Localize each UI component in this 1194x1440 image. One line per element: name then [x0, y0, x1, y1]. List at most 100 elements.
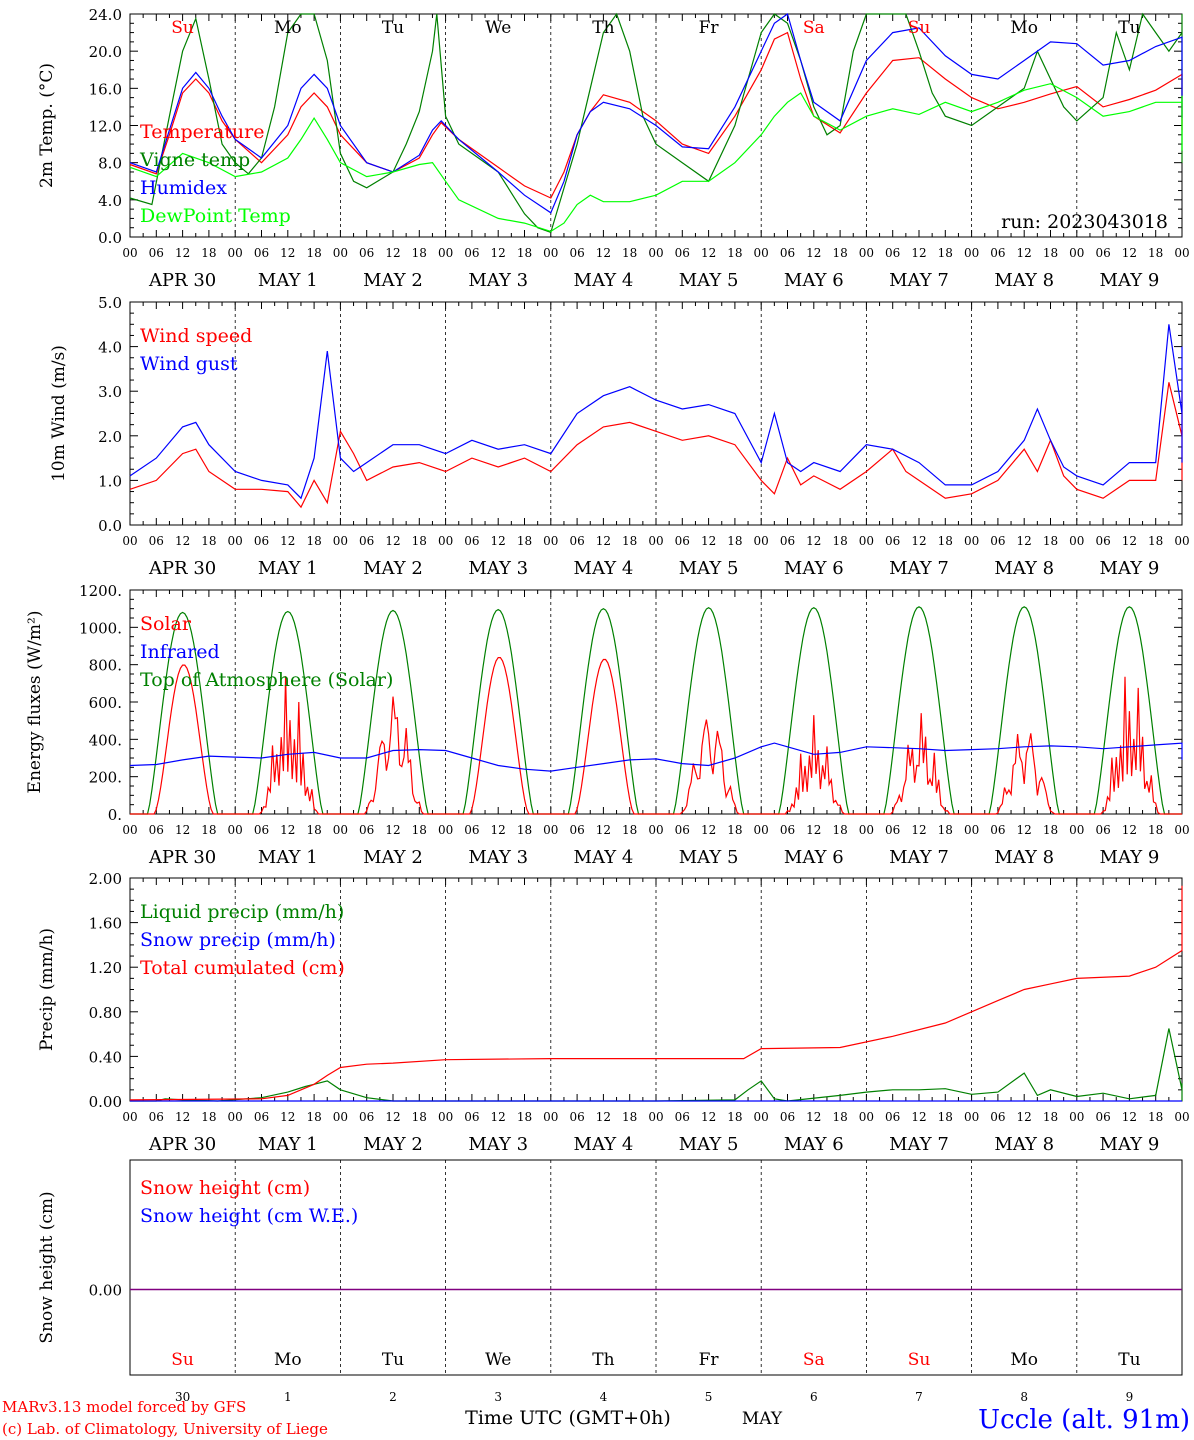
y-tick-label: 1.0: [98, 472, 122, 490]
date-label: MAY 2: [363, 1134, 423, 1155]
day-number-label: 8: [1020, 1390, 1028, 1404]
date-label: MAY 1: [258, 558, 318, 579]
hour-tick-label: 18: [832, 823, 847, 837]
legend-entry: Solar: [140, 613, 192, 635]
hour-tick-label: 06: [359, 1110, 374, 1124]
hour-tick-label: 06: [885, 823, 900, 837]
day-name-label: Mo: [1010, 1350, 1038, 1370]
day-number-label: 9: [1126, 1390, 1134, 1404]
hour-tick-label: 12: [596, 246, 611, 260]
panel-4: 0.00 0.40 0.80 1.20 1.60 2.00 Precip (mm/h) 00 0…: [37, 870, 1190, 1155]
day-name-label: Fr: [699, 1350, 720, 1370]
hour-tick-label: 00: [648, 1110, 663, 1124]
hour-tick-label: 12: [911, 823, 926, 837]
hour-tick-label: 12: [175, 534, 190, 548]
y-tick-label: 0.0: [98, 229, 122, 247]
legend-entry: Temperature: [140, 121, 264, 143]
date-label: MAY 3: [468, 558, 528, 579]
y-tick-label: 0.40: [89, 1048, 122, 1066]
legend-entry: Humidex: [140, 177, 227, 199]
day-name-label: Mo: [1010, 18, 1038, 38]
hour-tick-label: 06: [990, 534, 1005, 548]
hour-tick-label: 06: [675, 1110, 690, 1124]
date-label: MAY 4: [574, 847, 634, 868]
date-label: MAY 9: [1100, 558, 1160, 579]
hour-tick-label: 06: [885, 246, 900, 260]
day-name-label: Th: [592, 1350, 614, 1370]
date-label: MAY 6: [784, 558, 844, 579]
legend-entry: Infrared: [140, 641, 220, 663]
hour-tick-label: 12: [1122, 1110, 1137, 1124]
hour-tick-label: 00: [122, 823, 137, 837]
date-label: APR 30: [148, 558, 216, 579]
day-name-label: Fr: [699, 18, 720, 38]
hour-tick-label: 06: [149, 246, 164, 260]
hour-tick-label: 00: [122, 246, 137, 260]
date-label: MAY 2: [363, 558, 423, 579]
y-tick-label: 12.0: [89, 118, 122, 136]
hour-tick-label: 12: [701, 246, 716, 260]
hour-tick-label: 18: [832, 246, 847, 260]
date-label: MAY 6: [784, 270, 844, 291]
hour-tick-label: 18: [201, 1110, 216, 1124]
hour-tick-label: 06: [254, 1110, 269, 1124]
date-label: MAY 7: [889, 847, 949, 868]
hour-tick-label: 00: [859, 1110, 874, 1124]
day-name-label: We: [485, 18, 511, 38]
hour-tick-label: 06: [990, 823, 1005, 837]
hour-tick-label: 00: [1069, 1110, 1084, 1124]
hour-tick-label: 00: [333, 823, 348, 837]
hour-tick-label: 12: [280, 1110, 295, 1124]
series-line-solar: [130, 657, 1182, 815]
hour-tick-label: 12: [385, 823, 400, 837]
day-name-label: Mo: [274, 18, 302, 38]
hour-tick-label: 00: [964, 1110, 979, 1124]
y-tick-label: 4.0: [98, 339, 122, 357]
hour-tick-label: 06: [359, 823, 374, 837]
hour-tick-label: 00: [964, 823, 979, 837]
hour-tick-label: 00: [1174, 534, 1189, 548]
hour-tick-label: 12: [280, 246, 295, 260]
y-tick-label: 8.0: [98, 155, 122, 173]
hour-tick-label: 18: [1043, 246, 1058, 260]
hour-tick-label: 06: [1095, 823, 1110, 837]
hour-tick-label: 12: [596, 534, 611, 548]
day-name-label: Su: [908, 18, 931, 38]
legend-entry: Snow height (cm W.E.): [140, 1205, 358, 1227]
hour-tick-label: 12: [596, 1110, 611, 1124]
hour-tick-label: 00: [859, 246, 874, 260]
hour-tick-label: 00: [438, 823, 453, 837]
date-label: APR 30: [148, 847, 216, 868]
hour-tick-label: 12: [385, 246, 400, 260]
hour-tick-label: 18: [622, 823, 637, 837]
hour-tick-label: 00: [648, 823, 663, 837]
hour-tick-label: 06: [675, 534, 690, 548]
series-line-liquid-precip-mm-h: [130, 1028, 1183, 1102]
hour-tick-label: 00: [438, 246, 453, 260]
hour-tick-label: 18: [622, 534, 637, 548]
hour-tick-label: 00: [543, 534, 558, 548]
hour-tick-label: 06: [569, 246, 584, 260]
hour-tick-label: 12: [911, 246, 926, 260]
date-label: MAY 8: [994, 270, 1054, 291]
legend-entry: Wind speed: [140, 325, 252, 347]
hour-tick-label: 00: [228, 246, 243, 260]
date-label: MAY 1: [258, 270, 318, 291]
hour-tick-label: 06: [254, 246, 269, 260]
legend-entry: Vigne temp: [139, 149, 250, 171]
y-tick-label: 1.60: [89, 915, 122, 933]
day-name-label: Mo: [274, 1350, 302, 1370]
date-label: MAY 8: [994, 847, 1054, 868]
hour-tick-label: 06: [359, 246, 374, 260]
y-tick-label: 600.: [89, 694, 122, 712]
hour-tick-label: 18: [727, 246, 742, 260]
date-label: MAY 7: [889, 270, 949, 291]
day-name-label: Su: [171, 1350, 194, 1370]
date-label: MAY 8: [994, 558, 1054, 579]
hour-tick-label: 06: [990, 246, 1005, 260]
hour-tick-label: 18: [412, 823, 427, 837]
hour-tick-label: 00: [543, 823, 558, 837]
hour-tick-label: 06: [254, 823, 269, 837]
hour-tick-label: 18: [201, 534, 216, 548]
